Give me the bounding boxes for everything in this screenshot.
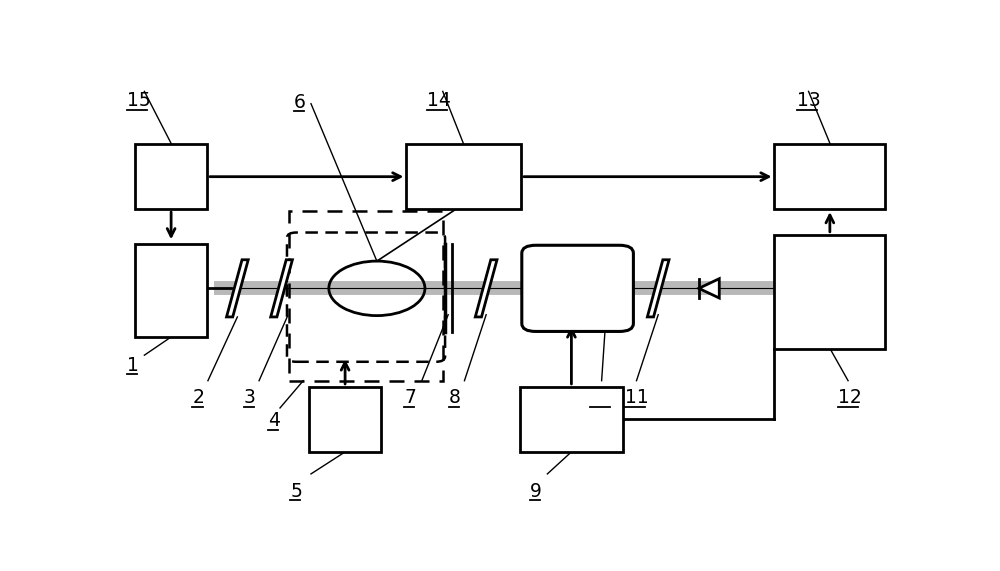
Bar bbox=[520, 387, 623, 452]
Text: 7: 7 bbox=[404, 388, 416, 407]
Text: 2: 2 bbox=[192, 388, 204, 407]
Polygon shape bbox=[475, 260, 497, 317]
Polygon shape bbox=[699, 279, 719, 298]
Text: 9: 9 bbox=[530, 482, 541, 501]
Bar bbox=[135, 244, 207, 337]
Bar bbox=[135, 144, 207, 209]
Polygon shape bbox=[271, 260, 292, 317]
Text: 12: 12 bbox=[838, 388, 862, 407]
Text: 4: 4 bbox=[268, 412, 280, 431]
Text: 10: 10 bbox=[590, 388, 614, 407]
Polygon shape bbox=[647, 260, 669, 317]
Text: 8: 8 bbox=[449, 388, 461, 407]
Text: 11: 11 bbox=[625, 388, 649, 407]
Polygon shape bbox=[227, 260, 248, 317]
Bar bbox=[774, 144, 885, 209]
Text: 5: 5 bbox=[290, 482, 302, 501]
Text: 3: 3 bbox=[244, 388, 255, 407]
Bar bbox=[289, 211, 443, 381]
Text: 6: 6 bbox=[294, 93, 306, 112]
Bar bbox=[309, 387, 381, 452]
Bar bbox=[406, 144, 521, 209]
Text: 1: 1 bbox=[127, 356, 139, 375]
FancyBboxPatch shape bbox=[522, 246, 633, 331]
Bar bbox=[774, 235, 885, 349]
Text: 15: 15 bbox=[127, 91, 150, 110]
Text: 14: 14 bbox=[427, 91, 451, 110]
Text: 13: 13 bbox=[797, 91, 821, 110]
